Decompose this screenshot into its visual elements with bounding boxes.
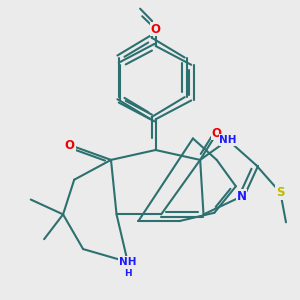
Text: O: O xyxy=(212,127,222,140)
Text: O: O xyxy=(65,139,75,152)
Text: NH: NH xyxy=(219,135,237,145)
Text: S: S xyxy=(276,186,285,199)
Text: N: N xyxy=(236,190,246,203)
Text: H: H xyxy=(124,269,131,278)
Text: NH: NH xyxy=(119,257,136,267)
Text: O: O xyxy=(151,22,160,36)
